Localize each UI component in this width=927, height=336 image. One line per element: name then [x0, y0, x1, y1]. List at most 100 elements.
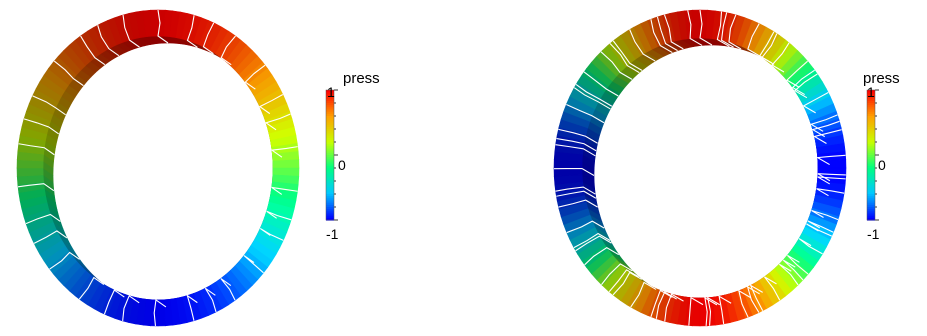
ring-contour-line	[555, 144, 596, 157]
colorbar-swatch	[867, 215, 875, 219]
colorbar-swatch	[326, 170, 334, 173]
colorbar-swatch	[867, 213, 875, 217]
colorbar-swatch	[326, 113, 334, 117]
ring-contour-line	[555, 186, 596, 195]
ring-contour-line	[573, 232, 611, 249]
colorbar-swatch	[867, 183, 875, 186]
colorbar-tick-max-left: 1	[327, 84, 335, 100]
ring-contour-line	[556, 137, 597, 152]
colorbar-swatch	[326, 187, 334, 191]
colorbar-swatch	[326, 159, 334, 163]
ring-contour-line	[575, 84, 613, 107]
colorbar-tick-min-left: -1	[326, 226, 339, 242]
colorbar-swatch	[326, 126, 334, 130]
ring-contour-line	[258, 94, 284, 115]
colorbar-swatch	[867, 217, 875, 221]
colorbar-swatch	[326, 144, 334, 147]
ring-contour-line	[688, 296, 704, 326]
ring-contour-line	[747, 23, 761, 57]
colorbar-swatch	[867, 118, 875, 121]
ring-contour-line	[778, 263, 799, 286]
colorbar-swatch	[867, 144, 875, 147]
ring-contour-line	[663, 14, 684, 50]
ring-contour-line	[266, 210, 292, 221]
colorbar-swatch	[326, 189, 334, 193]
colorbar-swatch	[867, 191, 875, 195]
ring-contour-line	[716, 11, 730, 47]
colorbar-swatch	[326, 111, 334, 115]
ring-contour-line	[103, 289, 125, 315]
colorbar-swatch	[326, 161, 334, 165]
colorbar-swatch	[867, 172, 875, 176]
colorbar-swatch	[867, 100, 875, 104]
ring-contour-line	[608, 269, 639, 293]
ring-contour-line	[718, 295, 732, 324]
ring-contour-line	[600, 51, 633, 80]
colorbar-swatch	[326, 146, 334, 150]
ring-contour-line	[793, 73, 818, 99]
plot-panel-left: press 1 0 -1	[0, 0, 463, 336]
colorbar-swatch	[867, 139, 875, 143]
colorbar-swatch	[867, 178, 875, 182]
colorbar-swatch	[326, 194, 334, 197]
ring-contour-line	[771, 42, 790, 73]
colorbar-swatch	[867, 126, 875, 130]
colorbar-swatch	[326, 139, 334, 143]
ring-contour-line	[157, 9, 169, 44]
colorbar-swatch	[867, 161, 875, 165]
colorbar-right	[866, 89, 879, 221]
colorbar-swatch	[326, 209, 334, 212]
colorbar-swatch	[867, 109, 875, 113]
colorbar-swatch	[326, 196, 334, 199]
ring-contour-line	[122, 294, 140, 322]
colorbar-swatch	[326, 92, 334, 95]
ring-contour-line	[243, 255, 264, 274]
ring-contour-line	[699, 9, 713, 46]
colorbar-swatch	[867, 98, 875, 102]
ring-contour-line	[558, 128, 598, 144]
ring-contour-line	[629, 29, 656, 62]
ring-contour-line	[806, 223, 832, 237]
colorbar-swatch	[867, 198, 875, 202]
ring-contour-line	[704, 296, 718, 326]
colorbar-swatch	[867, 122, 875, 126]
ring-contour-line	[802, 92, 829, 114]
colorbar-swatch	[867, 107, 875, 111]
ring-contour-line	[204, 287, 217, 313]
colorbar-swatch	[867, 155, 875, 158]
colorbar-swatch	[326, 129, 334, 132]
ring-contour-line	[97, 25, 120, 57]
ring-contour-line	[813, 129, 842, 144]
colorbar-swatch	[867, 96, 875, 100]
colorbar-swatch	[867, 200, 875, 204]
colorbar-swatch	[867, 142, 875, 145]
ring-contour-line	[612, 40, 643, 71]
colorbar-swatch	[867, 194, 875, 197]
colorbar-swatch	[867, 189, 875, 193]
ring-contour-line	[573, 87, 611, 110]
ring-contour-line	[53, 60, 84, 87]
ring-contour-line	[811, 209, 839, 221]
ring-contour-line	[612, 271, 642, 296]
colorbar-title-right: press	[863, 70, 900, 87]
ring-contour-line	[650, 19, 673, 54]
colorbar-swatch	[867, 129, 875, 132]
colorbar-swatch	[867, 113, 875, 117]
colorbar-swatch	[326, 107, 334, 111]
colorbar-swatch	[867, 209, 875, 212]
ring-contour-line	[609, 43, 640, 74]
colorbar-left	[325, 89, 338, 221]
colorbar-swatch	[867, 148, 875, 152]
ring-contour-line	[650, 289, 673, 317]
colorbar-swatch	[867, 92, 875, 95]
ring-contour-line	[601, 263, 633, 285]
colorbar-swatch	[326, 135, 334, 139]
ring-contour-line	[761, 33, 778, 65]
colorbar-swatch	[326, 204, 334, 208]
ring-contour-line	[575, 235, 612, 252]
colorbar-swatch	[867, 176, 875, 180]
ring-render-left	[16, 9, 300, 327]
colorbar-swatch	[326, 183, 334, 186]
colorbar-swatch	[326, 105, 334, 108]
colorbar-swatch	[326, 178, 334, 182]
